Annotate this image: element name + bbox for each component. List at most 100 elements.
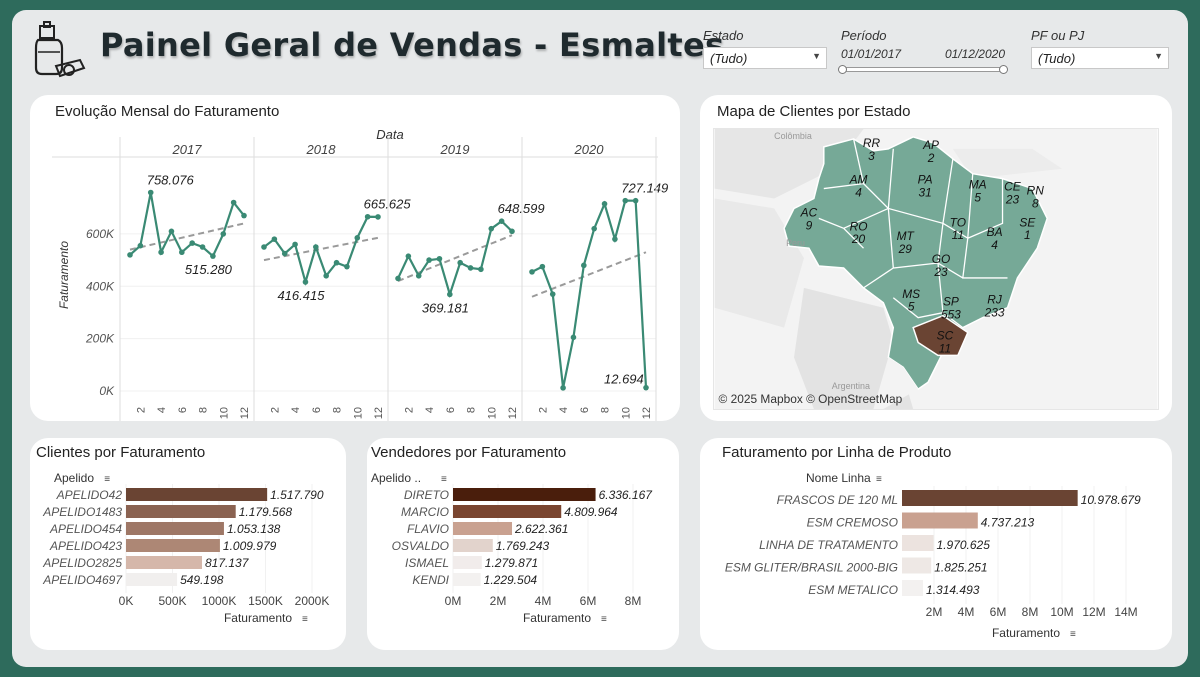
dimension-header[interactable]: Nome Linha [806, 471, 871, 485]
data-point[interactable] [612, 236, 618, 242]
periodo-slider-end-handle[interactable] [999, 65, 1008, 74]
measure-axis-label[interactable]: Faturamento [992, 626, 1060, 640]
category-label[interactable]: FLAVIO [407, 522, 449, 536]
category-label[interactable]: ESM METALICO [808, 583, 898, 597]
pfpj-dropdown[interactable]: (Tudo) ▼ [1031, 47, 1169, 69]
bar[interactable] [126, 539, 220, 552]
data-point[interactable] [199, 244, 206, 250]
data-point[interactable] [467, 265, 474, 271]
sort-icon[interactable]: ≡ [104, 474, 110, 485]
state-label[interactable]: MS [902, 287, 920, 301]
category-label[interactable]: APELIDO1483 [42, 505, 122, 519]
bar[interactable] [902, 490, 1078, 506]
bar[interactable] [126, 522, 224, 535]
data-point[interactable] [549, 291, 556, 297]
category-label[interactable]: APELIDO4697 [42, 573, 123, 587]
data-point[interactable] [137, 242, 144, 249]
bar[interactable] [453, 573, 481, 586]
sort-icon[interactable]: ≡ [302, 614, 308, 625]
data-point[interactable] [364, 213, 371, 220]
state-label[interactable]: AP [922, 138, 939, 152]
data-point[interactable] [179, 249, 185, 256]
state-label[interactable]: CE [1004, 180, 1022, 194]
category-label[interactable]: DIRETO [404, 488, 449, 502]
data-point[interactable] [395, 275, 401, 282]
data-point[interactable] [127, 252, 133, 258]
state-label[interactable]: TO [950, 215, 966, 229]
data-point[interactable] [622, 197, 629, 204]
state-label[interactable]: AC [800, 205, 818, 219]
data-point[interactable] [313, 244, 319, 250]
bar[interactable] [126, 488, 268, 501]
category-label[interactable]: APELIDO423 [49, 539, 122, 553]
dimension-header[interactable]: Apelido .. [371, 471, 421, 485]
category-label[interactable]: APELIDO454 [49, 522, 122, 536]
data-point[interactable] [581, 262, 587, 269]
category-label[interactable]: ISMAEL [405, 556, 449, 570]
bar[interactable] [126, 573, 178, 586]
data-point[interactable] [241, 212, 247, 219]
category-label[interactable]: FRASCOS DE 120 ML [777, 493, 898, 507]
state-label[interactable]: RO [850, 219, 868, 233]
data-point[interactable] [415, 273, 422, 279]
data-point[interactable] [498, 218, 505, 224]
state-label[interactable]: BA [987, 225, 1003, 239]
bar[interactable] [453, 539, 493, 552]
data-point[interactable] [591, 225, 597, 232]
bar[interactable] [126, 556, 202, 569]
data-point[interactable] [344, 263, 350, 270]
category-label[interactable]: APELIDO42 [56, 488, 123, 502]
state-label[interactable]: SE [1019, 215, 1036, 229]
data-point[interactable] [323, 273, 329, 279]
data-point[interactable] [220, 231, 227, 237]
bar[interactable] [902, 512, 978, 529]
bar[interactable] [902, 580, 924, 596]
map-attribution[interactable]: © 2025 Mapbox © OpenStreetMap [719, 392, 903, 406]
data-point[interactable] [632, 197, 639, 204]
data-point[interactable] [333, 259, 340, 266]
dimension-header[interactable]: Apelido [54, 471, 94, 485]
state-label[interactable]: RR [863, 136, 881, 150]
category-label[interactable]: KENDI [412, 573, 449, 587]
state-label[interactable]: AM [849, 173, 868, 187]
estado-dropdown[interactable]: (Tudo) ▼ [703, 47, 827, 69]
sort-icon[interactable]: ≡ [876, 474, 882, 485]
periodo-start-date[interactable]: 01/01/2017 [841, 47, 902, 61]
category-label[interactable]: OSVALDO [392, 539, 449, 553]
bar[interactable] [902, 535, 934, 551]
category-label[interactable]: ESM GLITER/BRASIL 2000-BIG [725, 561, 898, 575]
data-point[interactable] [643, 384, 649, 391]
state-label[interactable]: SP [943, 295, 959, 309]
data-point[interactable] [488, 225, 495, 232]
state-label[interactable]: GO [932, 252, 951, 266]
data-point[interactable] [158, 249, 164, 256]
data-point[interactable] [210, 253, 216, 259]
sort-icon[interactable]: ≡ [441, 474, 447, 485]
category-label[interactable]: LINHA DE TRATAMENTO [759, 538, 898, 552]
data-point[interactable] [354, 235, 361, 241]
data-point[interactable] [281, 250, 288, 257]
data-point[interactable] [271, 236, 278, 242]
sort-icon[interactable]: ≡ [601, 614, 607, 625]
data-point[interactable] [570, 334, 577, 341]
state-label[interactable]: MA [969, 178, 987, 192]
bar[interactable] [453, 505, 562, 518]
data-point[interactable] [147, 189, 154, 196]
measure-axis-label[interactable]: Faturamento [224, 611, 292, 625]
data-point[interactable] [292, 241, 298, 248]
data-point[interactable] [539, 263, 546, 270]
category-label[interactable]: APELIDO2825 [42, 556, 122, 570]
data-point[interactable] [457, 259, 463, 266]
data-point[interactable] [601, 201, 608, 207]
data-point[interactable] [529, 269, 535, 275]
data-point[interactable] [375, 214, 381, 220]
data-point[interactable] [560, 385, 566, 391]
state-label[interactable]: MT [897, 229, 915, 243]
bar[interactable] [453, 556, 482, 569]
periodo-slider-start-handle[interactable] [838, 65, 847, 74]
brazil-map[interactable]: Colômbia Peru Argentina RR3AP2AM4PA31MA5… [713, 128, 1159, 410]
data-point[interactable] [168, 228, 175, 235]
bar[interactable] [453, 488, 596, 501]
category-label[interactable]: ESM CREMOSO [807, 516, 898, 530]
bar[interactable] [453, 522, 513, 535]
